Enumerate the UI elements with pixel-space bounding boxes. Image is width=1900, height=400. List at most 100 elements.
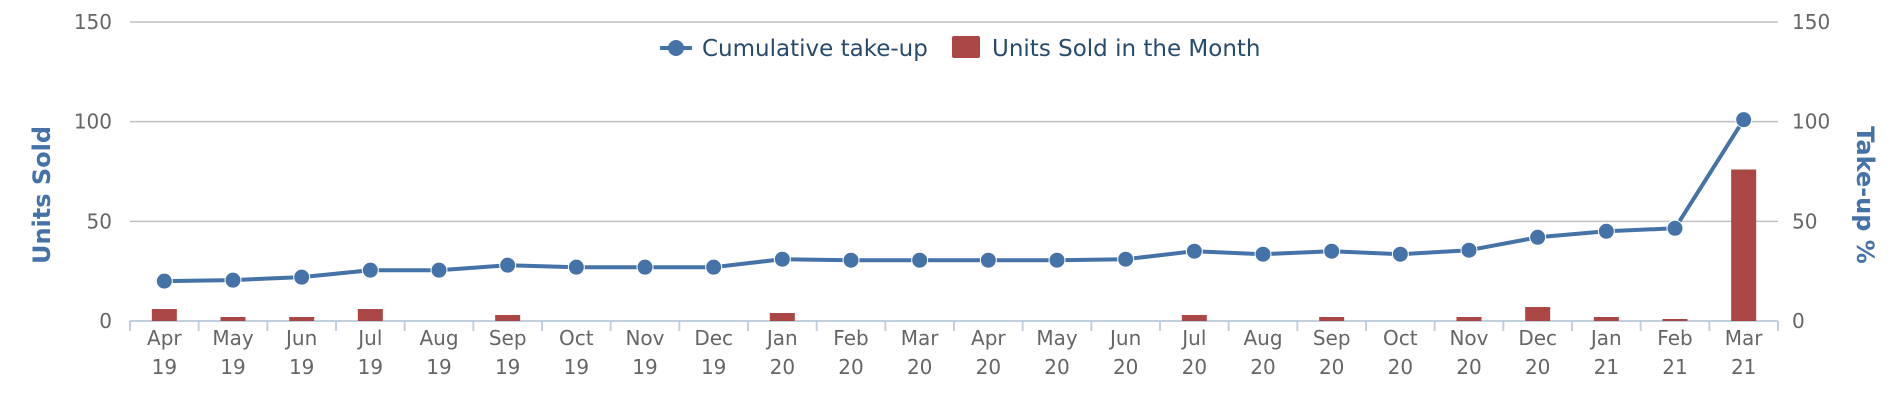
cumulative-point[interactable] xyxy=(1185,242,1203,260)
legend-marker-symbol xyxy=(668,40,684,56)
x-tick-label-month: Oct xyxy=(559,326,594,350)
cumulative-point[interactable] xyxy=(1323,242,1341,260)
cumulative-point[interactable] xyxy=(1460,241,1478,259)
cumulative-point[interactable] xyxy=(567,258,585,276)
x-tick-label-year: 19 xyxy=(152,355,177,379)
x-tick-label-year: 20 xyxy=(1182,355,1207,379)
bar-units-sold[interactable] xyxy=(220,317,246,321)
x-tick-label-month: Mar xyxy=(1725,326,1764,350)
cumulative-line xyxy=(164,118,1746,284)
left-axis-title: Units Sold xyxy=(28,126,56,264)
right-tick-label: 0 xyxy=(1792,309,1805,333)
cumulative-point[interactable] xyxy=(979,251,997,269)
x-tick-label-month: Aug xyxy=(419,326,458,350)
x-tick-label-month: Feb xyxy=(1657,326,1692,350)
x-tick-label-year: 19 xyxy=(632,355,657,379)
bar-units-sold[interactable] xyxy=(289,317,315,321)
legend-item-line[interactable]: Cumulative take-up xyxy=(660,36,928,62)
x-tick-label-year: 20 xyxy=(1044,355,1069,379)
x-tick-label-month: Jun xyxy=(1108,326,1141,350)
x-tick-label-month: Mar xyxy=(901,326,940,350)
cumulative-point[interactable] xyxy=(1117,250,1135,268)
x-tick-label-month: May xyxy=(1036,326,1078,350)
legend: Cumulative take-up Units Sold in the Mon… xyxy=(660,36,1261,62)
x-tick-label-year: 21 xyxy=(1594,355,1619,379)
x-tick-label-year: 21 xyxy=(1662,355,1687,379)
cumulative-point[interactable] xyxy=(1529,228,1547,246)
bar-units-sold[interactable] xyxy=(1456,317,1482,321)
cumulative-point[interactable] xyxy=(1597,222,1615,240)
legend-item-bar[interactable]: Units Sold in the Month xyxy=(952,36,1261,62)
x-tick-label-month: Sep xyxy=(1313,326,1351,350)
x-tick-label-year: 19 xyxy=(495,355,520,379)
x-tick-label-year: 20 xyxy=(770,355,795,379)
left-axis-ticks: 0 50 100 150 xyxy=(74,10,112,333)
x-tick-label-year: 19 xyxy=(289,355,314,379)
x-tick-label-year: 20 xyxy=(1388,355,1413,379)
cumulative-point[interactable] xyxy=(1666,219,1684,237)
legend-label-cumulative: Cumulative take-up xyxy=(702,36,928,62)
left-tick-label: 0 xyxy=(99,309,112,333)
x-tick-label-month: Dec xyxy=(1518,326,1557,350)
bar-units-sold[interactable] xyxy=(1181,315,1207,321)
x-tick-label-year: 20 xyxy=(1250,355,1275,379)
x-tick-label-month: Jul xyxy=(356,326,382,350)
x-tick-label-month: Jun xyxy=(284,326,317,350)
cumulative-point[interactable] xyxy=(155,272,173,290)
bar-units-sold[interactable] xyxy=(769,313,795,321)
x-tick-label-year: 20 xyxy=(907,355,932,379)
cumulative-point[interactable] xyxy=(430,261,448,279)
cumulative-point[interactable] xyxy=(1735,111,1753,129)
x-tick-label-year: 20 xyxy=(976,355,1001,379)
cumulative-point[interactable] xyxy=(1391,245,1409,263)
cumulative-point[interactable] xyxy=(911,251,929,269)
left-tick-label: 50 xyxy=(87,209,112,233)
bar-units-sold[interactable] xyxy=(1593,317,1619,321)
cumulative-point[interactable] xyxy=(705,258,723,276)
bar-units-sold[interactable] xyxy=(1731,169,1757,321)
x-tick-label-month: Oct xyxy=(1383,326,1418,350)
bar-units-sold[interactable] xyxy=(1662,319,1688,321)
right-tick-label: 150 xyxy=(1792,10,1830,34)
x-tick-label-year: 20 xyxy=(838,355,863,379)
grid-lines xyxy=(130,21,1778,223)
x-tick-label-month: Jan xyxy=(765,326,798,350)
left-tick-label: 100 xyxy=(74,110,112,134)
x-tick-label-year: 19 xyxy=(220,355,245,379)
right-tick-label: 50 xyxy=(1792,209,1817,233)
bar-units-sold[interactable] xyxy=(151,309,177,321)
cumulative-point[interactable] xyxy=(224,271,242,289)
cumulative-point[interactable] xyxy=(499,256,517,274)
legend-bar-symbol xyxy=(952,36,980,58)
x-tick-label-month: Jan xyxy=(1589,326,1622,350)
cumulative-point[interactable] xyxy=(773,250,791,268)
cumulative-point[interactable] xyxy=(293,268,311,286)
x-tick-label-month: Nov xyxy=(625,326,664,350)
x-tick-label-year: 20 xyxy=(1525,355,1550,379)
x-axis: Apr 19 May 19 Jun 19 Jul 19 Aug 19 Sep 19 Oct 19 Nov 19… xyxy=(129,320,1779,379)
cumulative-point[interactable] xyxy=(1048,251,1066,269)
right-axis-ticks: 0 50 100 150 xyxy=(1792,10,1830,333)
bar-series xyxy=(151,169,1757,321)
x-tick-label-month: May xyxy=(212,326,254,350)
cumulative-point[interactable] xyxy=(1254,245,1272,263)
bar-units-sold[interactable] xyxy=(495,315,521,321)
bar-units-sold[interactable] xyxy=(357,309,383,321)
x-tick-label-year: 20 xyxy=(1319,355,1344,379)
bar-units-sold[interactable] xyxy=(1525,307,1551,321)
legend-label-units-sold: Units Sold in the Month xyxy=(992,36,1261,62)
x-tick-label-month: Jul xyxy=(1180,326,1206,350)
x-tick-label-year: 20 xyxy=(1113,355,1138,379)
left-tick-label: 150 xyxy=(74,10,112,34)
x-tick-label-year: 19 xyxy=(564,355,589,379)
cumulative-point[interactable] xyxy=(361,261,379,279)
cumulative-point[interactable] xyxy=(842,251,860,269)
bar-units-sold[interactable] xyxy=(1319,317,1345,321)
x-tick-label-month: Nov xyxy=(1449,326,1488,350)
x-tick-label-month: Apr xyxy=(971,326,1006,350)
x-tick-label-year: 19 xyxy=(358,355,383,379)
x-tick-label-month: Aug xyxy=(1243,326,1282,350)
cumulative-point[interactable] xyxy=(636,258,654,276)
